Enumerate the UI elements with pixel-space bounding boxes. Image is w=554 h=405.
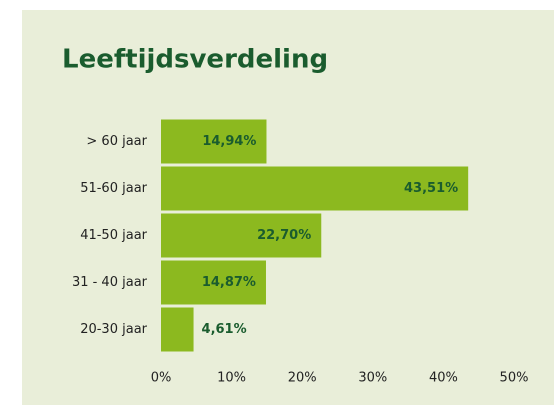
value-label: 43,51% — [404, 181, 458, 196]
value-label: 4,61% — [202, 322, 247, 337]
y-tick-label: > 60 jaar — [86, 134, 147, 149]
y-tick-label: 20-30 jaar — [80, 322, 147, 337]
bar — [161, 213, 322, 258]
x-tick-label: 10% — [217, 371, 246, 386]
x-tick-label: 40% — [429, 371, 458, 386]
x-tick-label: 0% — [151, 371, 172, 386]
y-tick-label: 51-60 jaar — [80, 181, 147, 196]
y-tick-label: 41-50 jaar — [80, 228, 147, 243]
y-tick-label: 31 - 40 jaar — [72, 275, 148, 290]
bar — [161, 260, 266, 305]
x-tick-label: 30% — [358, 371, 387, 386]
bar — [161, 307, 194, 352]
value-label: 14,94% — [202, 134, 256, 149]
bar — [161, 119, 267, 164]
value-label: 22,70% — [257, 228, 311, 243]
value-label: 14,87% — [202, 275, 256, 290]
chart-title: Leeftijdsverdeling — [62, 45, 328, 75]
x-tick-label: 50% — [500, 371, 529, 386]
x-tick-label: 20% — [288, 371, 317, 386]
bar — [161, 166, 469, 211]
